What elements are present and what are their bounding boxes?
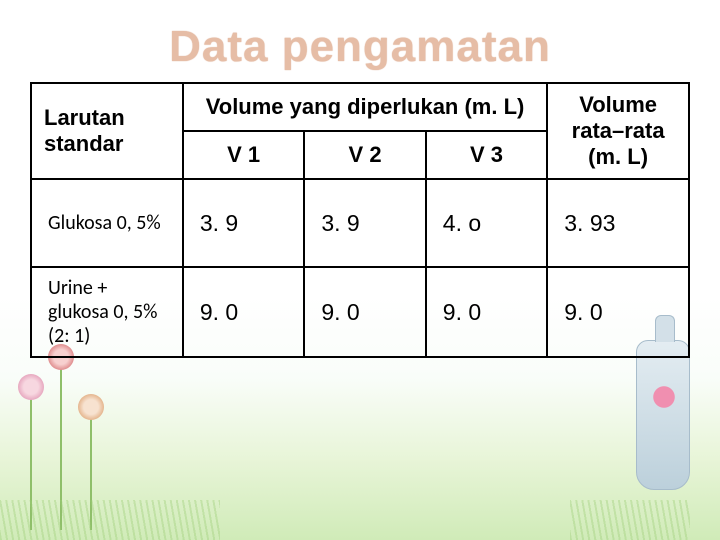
th-volume-diperlukan: Volume yang diperlukan (m. L) <box>183 83 547 131</box>
th-v2: V 2 <box>304 131 425 179</box>
cell-row2-v3: 9. 0 <box>426 267 547 357</box>
th-larutan-standar: Larutan standar <box>31 83 183 179</box>
decoration-grass-right <box>570 500 690 540</box>
cell-row1-v2: 3. 9 <box>304 179 425 267</box>
cell-row1-v1: 3. 9 <box>183 179 304 267</box>
cell-row2-v2: 9. 0 <box>304 267 425 357</box>
decoration-grass-left <box>0 500 220 540</box>
cell-row1-label: Glukosa 0, 5% <box>31 179 183 267</box>
th-v3: V 3 <box>426 131 547 179</box>
cell-row1-avg: 3. 93 <box>547 179 689 267</box>
th-v1: V 1 <box>183 131 304 179</box>
table-row: Urine + glukosa 0, 5% (2: 1) 9. 0 9. 0 9… <box>31 267 689 357</box>
cell-row2-v1: 9. 0 <box>183 267 304 357</box>
observation-table: Larutan standar Volume yang diperlukan (… <box>30 82 690 358</box>
table-row: Glukosa 0, 5% 3. 9 3. 9 4. o 3. 93 <box>31 179 689 267</box>
page-title: Data pengamatan <box>0 0 720 82</box>
cell-row1-v3: 4. o <box>426 179 547 267</box>
th-volume-rata-rata: Volume rata–rata (m. L) <box>547 83 689 179</box>
decoration-bottle <box>636 340 690 490</box>
cell-row2-label: Urine + glukosa 0, 5% (2: 1) <box>31 267 183 357</box>
cell-row2-avg: 9. 0 <box>547 267 689 357</box>
